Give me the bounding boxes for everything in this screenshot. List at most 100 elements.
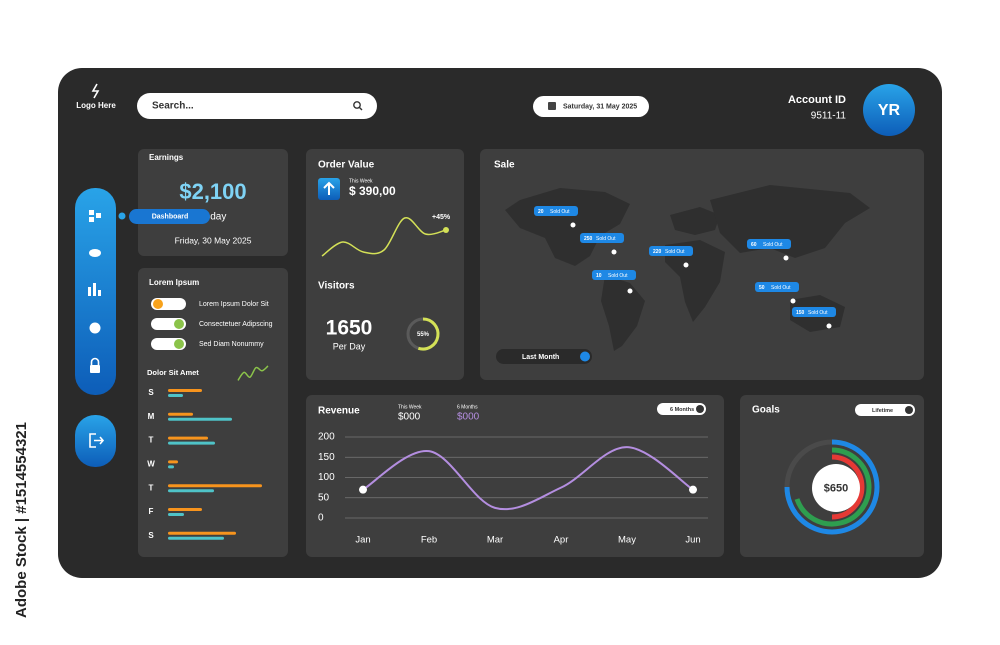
nav-stats[interactable]: [88, 287, 91, 296]
y-tick-label: 150: [318, 452, 335, 463]
earnings-date: Friday, 30 May 2025: [175, 235, 252, 245]
y-tick-label: T: [149, 436, 154, 445]
goals-title: Goals: [752, 405, 780, 416]
nav-lock[interactable]: [90, 365, 100, 373]
nav-dashboard[interactable]: [89, 210, 94, 215]
pin-tag: [649, 246, 693, 256]
toggle-label: Sed Diam Nonummy: [199, 341, 264, 348]
sale-title: Sale: [494, 160, 515, 171]
pin-label: Sold Out: [608, 273, 628, 279]
pin-tag: [792, 307, 836, 317]
africa: [665, 240, 725, 322]
south-america: [601, 275, 645, 351]
order-card: [306, 149, 464, 380]
account-id: 9511-11: [811, 111, 847, 122]
goals-filter[interactable]: [855, 404, 915, 416]
toggle-label: Lorem Ipsum Dolor Sit: [199, 301, 269, 308]
nav-lock-shackle: [90, 357, 100, 365]
watermark: Adobe Stock | #1514554321: [13, 422, 30, 618]
search-icon-handle: [359, 107, 363, 111]
pin-count: 50: [759, 285, 765, 291]
bar: [168, 394, 183, 397]
earnings-card: [138, 149, 288, 256]
toggle-knob: [153, 299, 163, 309]
pin-label: Sold Out: [771, 285, 791, 291]
line-point: [359, 485, 367, 494]
search-placeholder: Search...: [152, 101, 194, 112]
pin-tag: [755, 282, 799, 292]
pin-dot: [627, 288, 633, 294]
bar: [168, 465, 174, 469]
sale-filter[interactable]: [496, 349, 592, 364]
visitors-value: 1650: [326, 317, 373, 340]
y-tick-label: W: [147, 460, 155, 469]
avatar[interactable]: [863, 84, 915, 136]
logo-text: Logo Here: [76, 101, 116, 110]
sale-filter-caret[interactable]: [580, 351, 590, 362]
bar: [168, 508, 202, 511]
search-icon[interactable]: [353, 101, 361, 109]
bar: [168, 484, 262, 488]
line: [362, 446, 694, 511]
logo-icon: [91, 83, 100, 99]
tooltip: [129, 209, 210, 224]
pin-tag: [747, 239, 791, 249]
bar: [168, 460, 178, 464]
x-tick-label: May: [618, 535, 636, 546]
pin-count: 10: [596, 273, 602, 279]
order-change: +45%: [432, 214, 451, 221]
logout-icon: [89, 433, 105, 448]
nav-settings[interactable]: [89, 322, 101, 334]
search-box[interactable]: [137, 93, 377, 119]
line: [321, 217, 447, 257]
avatar-initials: YR: [878, 102, 901, 119]
date-pill[interactable]: [533, 96, 649, 117]
goals-value: $650: [824, 482, 848, 494]
y-tick-label: 50: [318, 492, 330, 503]
visitors-unit: Per Day: [333, 341, 366, 351]
revenue-filter-text: 6 Months: [670, 407, 694, 413]
goals-filter-text: Lifetime: [872, 408, 893, 414]
y-tick-label: M: [148, 412, 155, 421]
x-tick-label: Mar: [487, 535, 503, 546]
pin-count: 220: [653, 249, 662, 255]
pin-dot: [790, 298, 796, 304]
revenue-stat-label: This Week: [398, 404, 422, 410]
order-period: This Week: [349, 178, 373, 184]
tooltip-text: Dashboard: [152, 213, 189, 220]
x-tick-label: Jan: [355, 535, 370, 546]
revenue-filter-caret: [696, 405, 704, 413]
revenue-title: Revenue: [318, 406, 360, 417]
nav-stats-part: [93, 283, 96, 296]
pin-label: Sold Out: [596, 236, 616, 242]
nav-dashboard-part: [89, 217, 94, 222]
toggle-label: Consectetuer Adipscing: [199, 321, 273, 328]
revenue-filter[interactable]: [657, 403, 706, 415]
earnings-period: Today: [200, 212, 227, 223]
earnings-value: $2,100: [179, 179, 246, 204]
header-date: Saturday, 31 May 2025: [563, 103, 637, 110]
y-tick-label: 100: [318, 472, 335, 483]
x-tick-label: Feb: [421, 535, 437, 546]
pin-tag: [580, 233, 624, 243]
pin-dot: [570, 222, 576, 228]
nav-chat[interactable]: [89, 249, 101, 257]
toggle-knob: [174, 319, 184, 329]
y-tick-label: 0: [318, 513, 324, 524]
pin-dot: [826, 323, 832, 329]
pin-count: 60: [751, 242, 757, 248]
pin-count: 250: [584, 236, 593, 242]
gauge-label: 55%: [417, 332, 430, 338]
order-arrow: [323, 181, 335, 195]
revenue-card: [306, 395, 724, 557]
goal-ring-red: [831, 454, 865, 520]
europe: [670, 207, 720, 235]
bar: [168, 536, 224, 540]
bars-title: Dolor Sit Amet: [147, 368, 199, 377]
pin-count: 20: [538, 209, 544, 215]
nav-dashboard-part: [96, 213, 101, 218]
pin-dot: [611, 249, 617, 255]
toggle-knob: [174, 339, 184, 349]
